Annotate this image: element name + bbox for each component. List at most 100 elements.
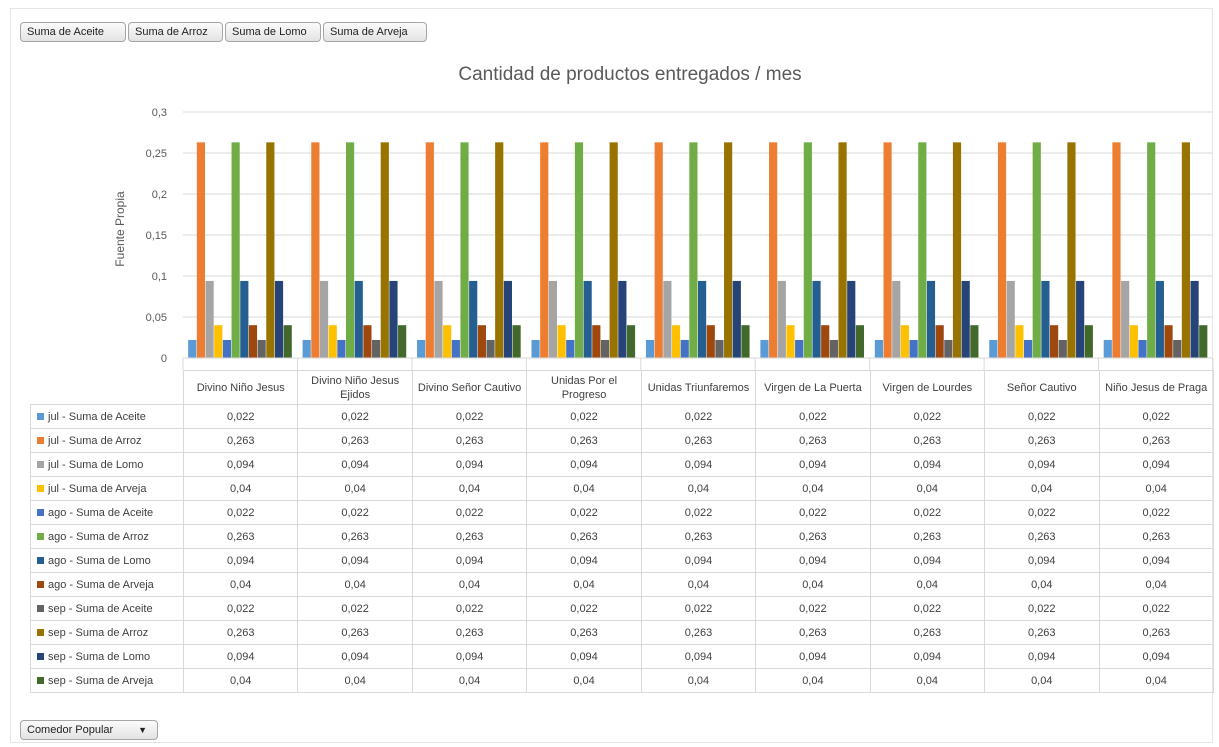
bar bbox=[689, 142, 698, 358]
data-cell: 0,04 bbox=[411, 668, 528, 693]
bar bbox=[654, 142, 663, 358]
legend-entry: sep - Suma de Aceite bbox=[30, 596, 184, 621]
category-label: Unidas Triunfaremos bbox=[640, 370, 757, 405]
data-cell: 0,022 bbox=[182, 404, 299, 429]
bar bbox=[786, 325, 795, 358]
table-row: sep - Suma de Aceite 0,022 0,022 0,022 0,022… bbox=[30, 596, 1214, 621]
legend-entry: sep - Suma de Arveja bbox=[30, 668, 184, 693]
series-name: sep - Suma de Arroz bbox=[48, 626, 149, 639]
y-axis-title: Fuente Propia bbox=[113, 191, 127, 267]
bar bbox=[1032, 142, 1041, 358]
table-row: ago - Suma de Arroz 0,263 0,263 0,263 0,263 0… bbox=[30, 524, 1214, 549]
data-cell: 0,094 bbox=[411, 548, 528, 573]
data-cell: 0,263 bbox=[984, 620, 1100, 645]
y-tick-label: 0 bbox=[161, 353, 167, 365]
data-cell: 0,094 bbox=[526, 644, 642, 669]
bar bbox=[645, 339, 655, 358]
data-cell: 0,263 bbox=[526, 620, 642, 645]
legend-swatch bbox=[37, 556, 44, 564]
data-cell: 0,263 bbox=[755, 620, 871, 645]
data-cell: 0,022 bbox=[526, 596, 642, 621]
bar bbox=[803, 142, 812, 358]
data-cell: 0,04 bbox=[640, 668, 757, 693]
data-cell: 0,094 bbox=[869, 452, 986, 477]
y-tick-label: 0,1 bbox=[152, 271, 167, 283]
field-button-1[interactable]: Suma de Aceite bbox=[20, 22, 126, 42]
bar bbox=[970, 325, 979, 358]
data-cell: 0,022 bbox=[640, 596, 757, 621]
bar bbox=[1112, 142, 1121, 358]
data-cell: 0,094 bbox=[1098, 452, 1214, 477]
data-cell: 0,263 bbox=[869, 428, 986, 453]
bar bbox=[855, 325, 865, 358]
data-cell: 0,022 bbox=[411, 500, 528, 525]
comedor-filter-dropdown[interactable]: Comedor Popular ▼ bbox=[20, 720, 158, 740]
field-button-3[interactable]: Suma de Lomo bbox=[225, 22, 321, 42]
data-cell: 0,094 bbox=[984, 548, 1100, 573]
category-label: Unidas Por el Progreso bbox=[526, 370, 642, 405]
bar bbox=[380, 142, 389, 358]
table-row: jul - Suma de Aceite 0,022 0,022 0,022 0,022… bbox=[30, 404, 1214, 429]
bar bbox=[926, 280, 936, 358]
data-cell: 0,04 bbox=[182, 668, 299, 693]
bar bbox=[495, 142, 504, 358]
y-tick-label: 0,3 bbox=[152, 107, 167, 119]
bar bbox=[663, 280, 672, 358]
data-cell: 0,04 bbox=[297, 668, 413, 693]
bar bbox=[892, 280, 901, 358]
series-name: ago - Suma de Arveja bbox=[48, 578, 154, 591]
field-button-2[interactable]: Suma de Arroz bbox=[128, 22, 223, 42]
bar bbox=[363, 325, 372, 358]
data-cell: 0,04 bbox=[1098, 668, 1214, 693]
y-tick-label: 0,15 bbox=[146, 230, 167, 242]
data-cell: 0,04 bbox=[640, 476, 757, 501]
bar bbox=[1190, 280, 1199, 358]
data-cell: 0,04 bbox=[526, 476, 642, 501]
table-row: jul - Suma de Arveja 0,04 0,04 0,04 0,04 0,04… bbox=[30, 476, 1214, 501]
data-cell: 0,094 bbox=[1098, 548, 1214, 573]
bar bbox=[706, 325, 715, 358]
category-label: Divino Señor Cautivo bbox=[411, 370, 528, 405]
data-cell: 0,263 bbox=[1098, 428, 1214, 453]
bar bbox=[777, 280, 786, 358]
bar bbox=[222, 339, 232, 358]
bar bbox=[512, 325, 521, 358]
bar bbox=[503, 280, 513, 358]
bar bbox=[600, 339, 610, 358]
bar bbox=[328, 325, 337, 358]
series-name: sep - Suma de Aceite bbox=[48, 602, 153, 615]
bar bbox=[548, 280, 558, 358]
data-cell: 0,094 bbox=[755, 548, 871, 573]
data-cell: 0,04 bbox=[755, 668, 871, 693]
data-cell: 0,04 bbox=[984, 572, 1100, 597]
bar bbox=[1041, 280, 1050, 358]
data-cell: 0,04 bbox=[869, 668, 986, 693]
data-cell: 0,263 bbox=[984, 524, 1100, 549]
field-button-4[interactable]: Suma de Arveja bbox=[323, 22, 427, 42]
data-cell: 0,094 bbox=[182, 452, 299, 477]
bar bbox=[531, 339, 540, 358]
data-cell: 0,263 bbox=[182, 620, 299, 645]
bar bbox=[821, 325, 830, 358]
data-cell: 0,022 bbox=[984, 404, 1100, 429]
series-name: jul - Suma de Arveja bbox=[48, 482, 147, 495]
data-cell: 0,094 bbox=[640, 548, 757, 573]
bar bbox=[1023, 339, 1033, 358]
bar bbox=[451, 339, 460, 358]
bar bbox=[795, 339, 804, 358]
filter-label: Comedor Popular bbox=[27, 724, 114, 736]
bar bbox=[460, 142, 469, 358]
bar bbox=[618, 280, 627, 358]
bar bbox=[883, 142, 892, 358]
data-cell: 0,022 bbox=[297, 500, 413, 525]
bar bbox=[1067, 142, 1076, 358]
legend-swatch bbox=[37, 484, 44, 492]
data-cell: 0,263 bbox=[984, 428, 1100, 453]
data-cell: 0,263 bbox=[1098, 620, 1214, 645]
data-cell: 0,094 bbox=[869, 644, 986, 669]
data-cell: 0,04 bbox=[755, 476, 871, 501]
bar bbox=[952, 142, 962, 358]
data-cell: 0,022 bbox=[1098, 596, 1214, 621]
table-row: ago - Suma de Aceite 0,022 0,022 0,022 0,022… bbox=[30, 500, 1214, 525]
